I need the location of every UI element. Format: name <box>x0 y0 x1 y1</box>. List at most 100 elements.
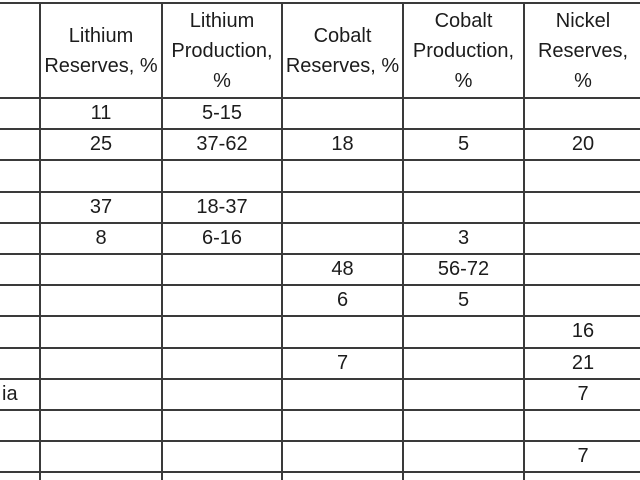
header-row-label-column <box>0 2 41 99</box>
cell: 56-72 <box>402 252 525 287</box>
table-row <box>0 408 640 443</box>
row-label <box>0 346 41 380</box>
cell <box>161 377 283 411</box>
row-label <box>0 471 41 480</box>
table-row: 6 5 <box>0 284 640 318</box>
cell <box>39 252 163 287</box>
cell: 18-37 <box>161 190 283 224</box>
cell <box>281 377 404 411</box>
header-cobalt-production: Cobalt Production, % <box>402 2 525 99</box>
cell <box>281 221 404 255</box>
cell <box>161 408 283 443</box>
header-nickel-reserves: Nickel Reserves, % <box>523 2 640 99</box>
cell <box>402 190 525 224</box>
cell <box>523 408 640 443</box>
cell <box>523 252 640 287</box>
row-label <box>0 408 41 443</box>
cell <box>161 252 283 287</box>
cell: 3 <box>402 221 525 255</box>
row-label <box>0 128 41 162</box>
cell <box>402 377 525 411</box>
cell: 37-62 <box>161 128 283 162</box>
table-row: 37 18-37 <box>0 190 640 224</box>
cell <box>402 440 525 474</box>
cell: 7 <box>523 440 640 474</box>
cell <box>39 284 163 318</box>
cell <box>523 471 640 480</box>
cell: 11 <box>39 96 163 131</box>
table-row <box>0 159 640 193</box>
cell <box>161 471 283 480</box>
table-row: ia 7 <box>0 377 640 411</box>
table-row <box>0 471 640 480</box>
row-label <box>0 190 41 224</box>
cell <box>281 315 404 349</box>
cell <box>523 284 640 318</box>
cell <box>161 315 283 349</box>
cell: 18 <box>281 128 404 162</box>
table-row: 25 37-62 18 5 20 <box>0 128 640 162</box>
header-row: Lithium Reserves, % Lithium Production, … <box>0 2 640 99</box>
header-lithium-production: Lithium Production, % <box>161 2 283 99</box>
table-row: 11 5-15 <box>0 96 640 131</box>
cell: 16 <box>523 315 640 349</box>
cell: 5-15 <box>161 96 283 131</box>
cell <box>523 190 640 224</box>
cell <box>402 315 525 349</box>
header-cobalt-reserves: Cobalt Reserves, % <box>281 2 404 99</box>
cell <box>39 159 163 193</box>
cell <box>281 96 404 131</box>
cell <box>39 471 163 480</box>
cell <box>161 284 283 318</box>
cell <box>39 315 163 349</box>
cell <box>161 440 283 474</box>
table-row: 7 21 <box>0 346 640 380</box>
row-label-fragment: ia <box>0 377 41 411</box>
cell <box>281 190 404 224</box>
cell <box>281 408 404 443</box>
cell <box>523 221 640 255</box>
cell: 7 <box>281 346 404 380</box>
row-label <box>0 159 41 193</box>
row-label <box>0 284 41 318</box>
cell: 6 <box>281 284 404 318</box>
cell <box>402 471 525 480</box>
cell: 7 <box>523 377 640 411</box>
cell: 48 <box>281 252 404 287</box>
cell: 20 <box>523 128 640 162</box>
cell <box>39 346 163 380</box>
cell <box>523 96 640 131</box>
row-label <box>0 221 41 255</box>
table-row: 7 <box>0 440 640 474</box>
header-lithium-reserves: Lithium Reserves, % <box>39 2 163 99</box>
cell: 5 <box>402 128 525 162</box>
cell <box>161 346 283 380</box>
cell <box>281 440 404 474</box>
row-label <box>0 252 41 287</box>
cell <box>39 377 163 411</box>
cell <box>402 96 525 131</box>
cell: 37 <box>39 190 163 224</box>
cell <box>161 159 283 193</box>
cell <box>39 440 163 474</box>
cell <box>281 471 404 480</box>
cell <box>39 408 163 443</box>
row-label <box>0 315 41 349</box>
row-label <box>0 96 41 131</box>
row-label <box>0 440 41 474</box>
cell <box>402 408 525 443</box>
cell <box>523 159 640 193</box>
cell: 5 <box>402 284 525 318</box>
table-row: 48 56-72 <box>0 252 640 287</box>
cell: 8 <box>39 221 163 255</box>
cell <box>402 159 525 193</box>
table-row: 16 <box>0 315 640 349</box>
cell: 21 <box>523 346 640 380</box>
table-row: 8 6-16 3 <box>0 221 640 255</box>
cell <box>402 346 525 380</box>
cell: 6-16 <box>161 221 283 255</box>
cell: 25 <box>39 128 163 162</box>
cell <box>281 159 404 193</box>
